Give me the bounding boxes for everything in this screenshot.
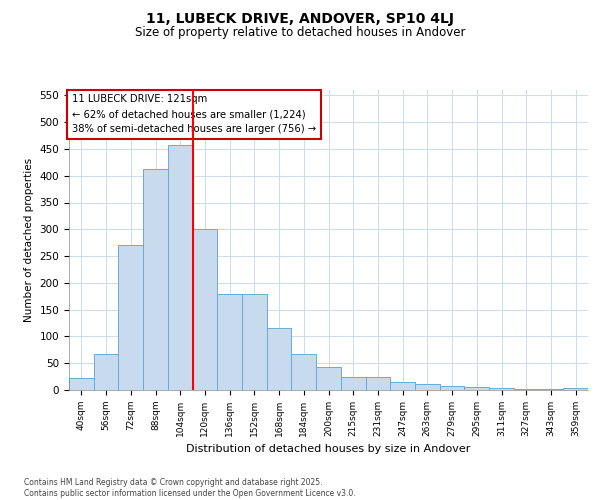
Bar — [440, 386, 464, 390]
Bar — [242, 294, 267, 390]
Bar — [341, 376, 365, 390]
Text: 11, LUBECK DRIVE, ANDOVER, SP10 4LJ: 11, LUBECK DRIVE, ANDOVER, SP10 4LJ — [146, 12, 454, 26]
Bar — [563, 388, 588, 390]
Bar — [193, 230, 217, 390]
Bar — [489, 388, 514, 390]
Bar — [316, 367, 341, 390]
Bar — [390, 382, 415, 390]
Bar — [267, 328, 292, 390]
Text: Size of property relative to detached houses in Andover: Size of property relative to detached ho… — [135, 26, 465, 39]
Bar — [292, 354, 316, 390]
Text: 11 LUBECK DRIVE: 121sqm
← 62% of detached houses are smaller (1,224)
38% of semi: 11 LUBECK DRIVE: 121sqm ← 62% of detache… — [71, 94, 316, 134]
Bar — [365, 376, 390, 390]
Bar — [464, 387, 489, 390]
X-axis label: Distribution of detached houses by size in Andover: Distribution of detached houses by size … — [187, 444, 470, 454]
Bar — [118, 246, 143, 390]
Bar — [143, 169, 168, 390]
Bar — [415, 384, 440, 390]
Bar — [168, 145, 193, 390]
Bar — [94, 354, 118, 390]
Bar — [69, 378, 94, 390]
Bar — [514, 389, 539, 390]
Bar — [217, 294, 242, 390]
Text: Contains HM Land Registry data © Crown copyright and database right 2025.
Contai: Contains HM Land Registry data © Crown c… — [24, 478, 356, 498]
Y-axis label: Number of detached properties: Number of detached properties — [24, 158, 34, 322]
